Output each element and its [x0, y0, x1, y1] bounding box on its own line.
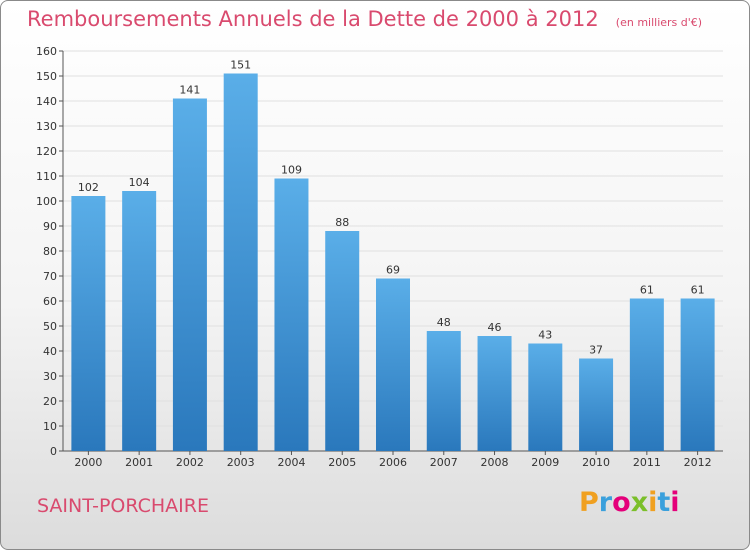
- y-tick-label: 110: [36, 170, 57, 183]
- y-tick-label: 30: [43, 370, 57, 383]
- logo-letter: x: [630, 487, 649, 518]
- data-label-2002: 141: [179, 84, 200, 97]
- bar-2010: [579, 358, 614, 451]
- y-tick-label: 0: [50, 445, 57, 458]
- x-tick-label: 2000: [74, 456, 102, 469]
- y-tick-label: 160: [36, 45, 57, 58]
- bars: [71, 73, 715, 451]
- title-row: Remboursements Annuels de la Dette de 20…: [27, 7, 702, 31]
- y-tick-label: 20: [43, 395, 57, 408]
- y-tick-label: 100: [36, 195, 57, 208]
- y-tick-labels: 0 10 20 30 40 50 60 70 80 90 100 110 120 130 140 150 160: [36, 45, 57, 458]
- data-label-2006: 69: [386, 264, 400, 277]
- data-label-2000: 102: [78, 181, 99, 194]
- x-tick-labels: 2000 2001 2002 2003 2004 2005 2006 2007 2008 2009…: [74, 456, 711, 469]
- bar-2002: [172, 98, 207, 451]
- data-labels: 102 104 141 151 109 88 69 48 46 43 37 61 61: [78, 59, 705, 357]
- bar-2004: [274, 178, 309, 451]
- logo-letter: i: [670, 487, 680, 518]
- chart-title: Remboursements Annuels de la Dette de 20…: [27, 7, 599, 31]
- bar-2012: [680, 298, 715, 451]
- data-label-2003: 151: [230, 59, 251, 72]
- x-tick-label: 2001: [125, 456, 153, 469]
- x-tick-label: 2002: [176, 456, 204, 469]
- data-label-2009: 43: [538, 329, 552, 342]
- data-label-2001: 104: [129, 176, 150, 189]
- y-tick-label: 120: [36, 145, 57, 158]
- x-tick-label: 2004: [277, 456, 305, 469]
- x-tick-label: 2012: [684, 456, 712, 469]
- y-tick-label: 50: [43, 320, 57, 333]
- y-tick-label: 60: [43, 295, 57, 308]
- bar-2007: [426, 331, 461, 451]
- y-tick-label: 40: [43, 345, 57, 358]
- x-tick-label: 2008: [481, 456, 509, 469]
- x-tick-label: 2005: [328, 456, 356, 469]
- data-label-2012: 61: [691, 284, 705, 297]
- bar-2000: [71, 196, 106, 451]
- x-tick-label: 2011: [633, 456, 661, 469]
- data-label-2008: 46: [488, 321, 502, 334]
- x-tick-label: 2003: [227, 456, 255, 469]
- y-tick-label: 130: [36, 120, 57, 133]
- chart-subtitle: (en milliers d'€): [615, 16, 703, 29]
- x-tick-label: 2010: [582, 456, 610, 469]
- x-tick-label: 2007: [430, 456, 458, 469]
- y-tick-label: 70: [43, 270, 57, 283]
- x-tick-label: 2009: [531, 456, 559, 469]
- y-tick-label: 150: [36, 70, 57, 83]
- bar-2003: [223, 73, 258, 451]
- bar-2009: [528, 343, 563, 451]
- data-label-2005: 88: [335, 216, 349, 229]
- proxiti-logo[interactable]: Proxiti: [579, 487, 680, 518]
- data-label-2010: 37: [589, 344, 603, 357]
- bar-2011: [629, 298, 664, 451]
- data-label-2011: 61: [640, 284, 654, 297]
- logo-letter: i: [648, 487, 658, 518]
- data-label-2007: 48: [437, 316, 451, 329]
- y-tick-label: 140: [36, 95, 57, 108]
- logo-letter: r: [598, 487, 613, 518]
- x-tick-label: 2006: [379, 456, 407, 469]
- bar-2005: [325, 231, 360, 451]
- logo-letter: P: [579, 487, 599, 518]
- bar-2006: [376, 278, 410, 451]
- bar-2001: [122, 191, 157, 451]
- bar-2008: [477, 336, 512, 451]
- logo-letter: t: [657, 487, 671, 518]
- commune-name: SAINT-PORCHAIRE: [37, 495, 209, 517]
- y-tick-label: 90: [43, 220, 57, 233]
- y-tick-label: 80: [43, 245, 57, 258]
- data-label-2004: 109: [281, 164, 302, 177]
- logo-letter: o: [612, 487, 631, 518]
- y-tick-label: 10: [43, 420, 57, 433]
